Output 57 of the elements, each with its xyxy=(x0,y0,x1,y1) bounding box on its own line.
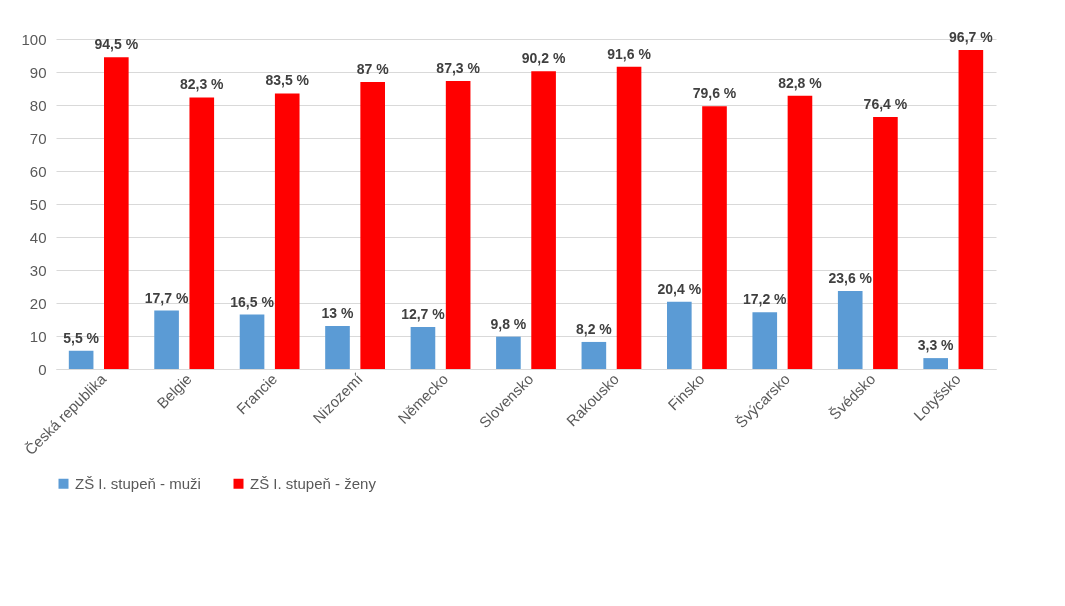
data-label: 23,6 % xyxy=(828,270,873,287)
bar xyxy=(531,71,556,369)
data-label: 87 % xyxy=(356,60,390,77)
bar xyxy=(104,57,129,369)
y-tick-label: 0 xyxy=(38,360,47,378)
bar xyxy=(958,49,984,369)
data-label: 17,7 % xyxy=(144,289,189,306)
bar xyxy=(837,291,863,369)
bar xyxy=(360,81,385,369)
bar xyxy=(752,312,778,369)
bar xyxy=(923,358,948,369)
y-tick-label: 80 xyxy=(29,96,47,114)
data-label: 91,6 % xyxy=(607,45,652,62)
data-label: 9,8 % xyxy=(490,315,527,332)
y-tick-label: 60 xyxy=(29,162,47,180)
bar xyxy=(325,326,350,369)
legend-label: ZŠ I. stupeň - muži xyxy=(75,474,201,492)
bar xyxy=(274,93,300,369)
data-label: 5,5 % xyxy=(63,329,100,346)
bar xyxy=(239,314,265,369)
y-tick-label: 50 xyxy=(29,195,47,213)
bar xyxy=(445,80,471,369)
bar xyxy=(68,350,94,369)
y-tick-label: 90 xyxy=(29,63,47,81)
data-label: 96,7 % xyxy=(949,28,994,45)
y-tick-label: 40 xyxy=(29,228,47,246)
data-label: 3,3 % xyxy=(917,337,955,354)
data-label: 20,4 % xyxy=(657,280,702,297)
data-label: 76,4 % xyxy=(863,95,908,112)
data-label: 12,7 % xyxy=(401,306,446,323)
data-label: 79,6 % xyxy=(692,85,737,102)
data-label: 87,3 % xyxy=(436,59,481,76)
data-label: 8,2 % xyxy=(575,320,613,337)
data-label: 82,3 % xyxy=(179,76,225,93)
bar xyxy=(616,66,642,369)
bar xyxy=(410,327,436,369)
data-label: 82,8 % xyxy=(778,74,823,91)
legend-label: ZŠ I. stupeň - ženy xyxy=(250,474,377,492)
data-label: 83,5 % xyxy=(265,72,310,89)
bar xyxy=(787,95,813,369)
bar xyxy=(154,310,179,369)
bar xyxy=(873,116,898,369)
data-label: 17,2 % xyxy=(742,291,788,308)
y-tick-label: 30 xyxy=(29,261,47,279)
data-label: 16,5 % xyxy=(230,293,275,310)
bar xyxy=(702,106,727,369)
y-tick-label: 10 xyxy=(29,327,47,345)
y-tick-label: 70 xyxy=(29,129,47,147)
bar xyxy=(189,97,215,369)
data-label: 94,5 % xyxy=(94,36,139,53)
data-label: 90,2 % xyxy=(521,50,566,67)
bar xyxy=(581,341,607,369)
bar xyxy=(667,301,692,369)
y-tick-label: 100 xyxy=(21,30,47,48)
bar xyxy=(496,336,521,369)
y-tick-label: 20 xyxy=(29,294,47,312)
data-label: 13 % xyxy=(321,305,354,322)
